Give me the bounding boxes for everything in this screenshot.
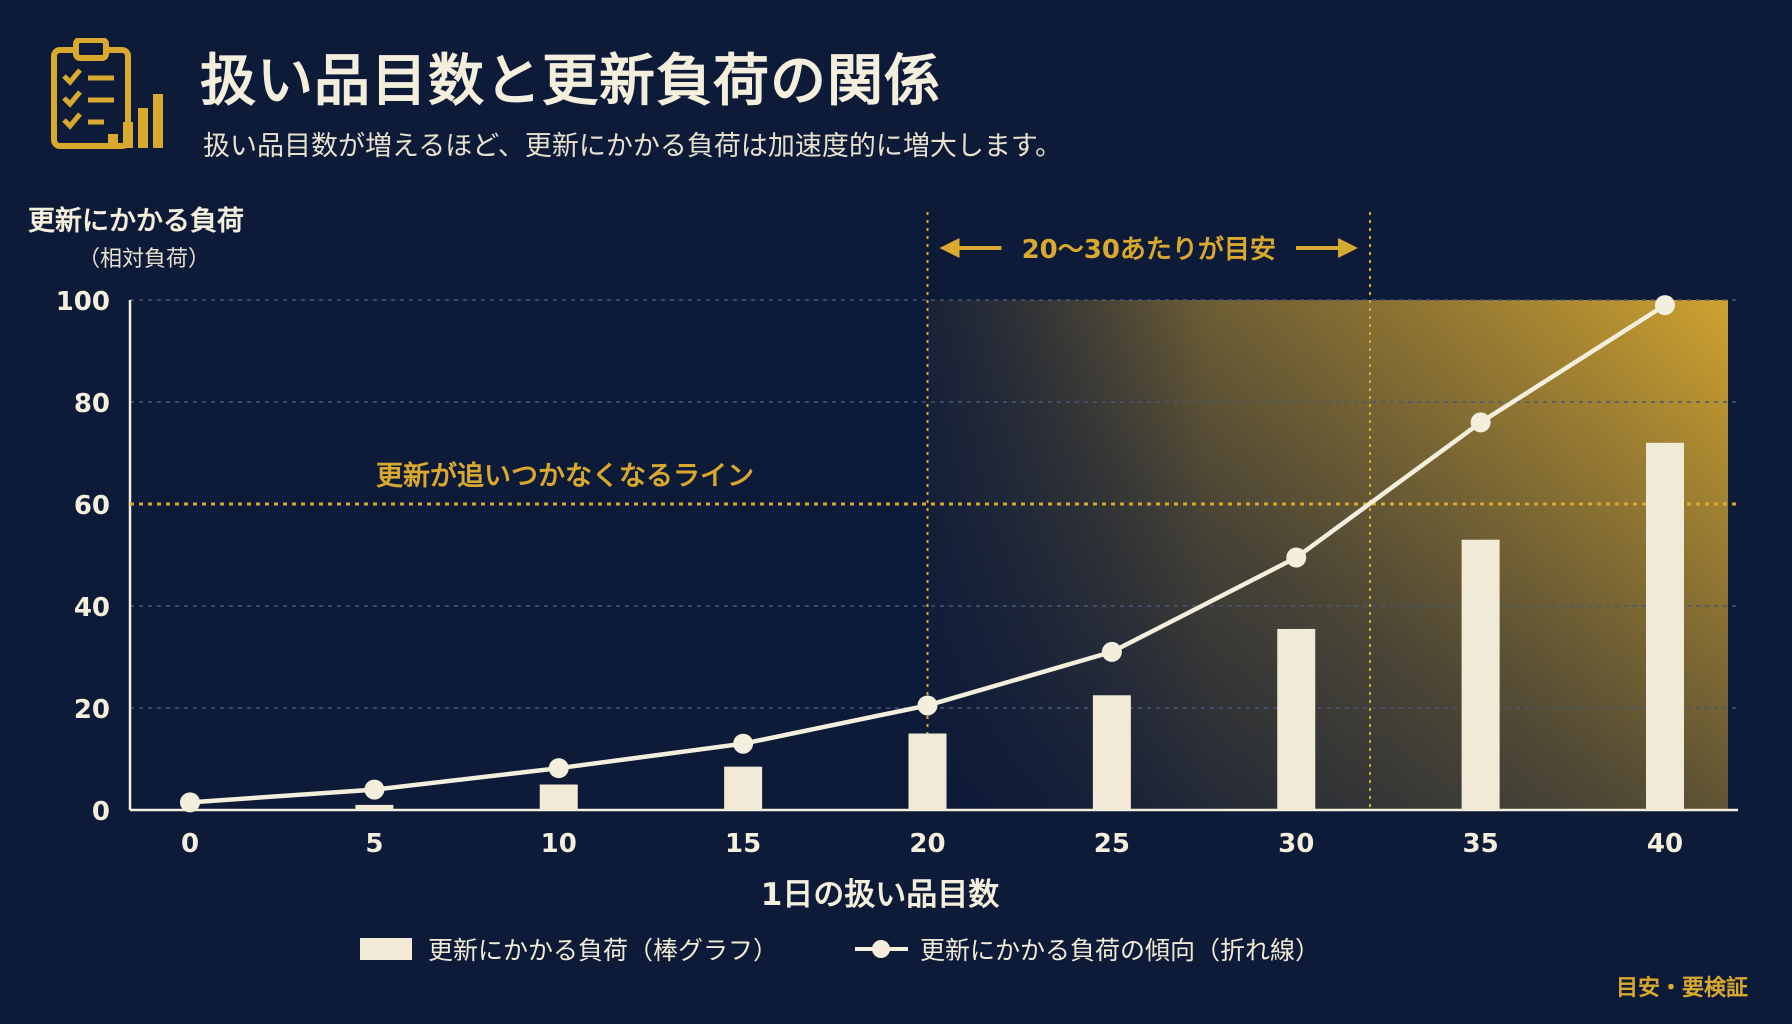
clipboard-chart-icon [51, 38, 163, 149]
trend-point-x35 [1470, 412, 1491, 433]
x-tick-label-25: 25 [1094, 829, 1130, 859]
y-tick-label-0: 0 [92, 797, 110, 827]
trend-point-x20 [917, 695, 938, 716]
target-area-fade [927, 300, 1728, 810]
y-axis-subtitle: （相対負荷） [78, 247, 210, 272]
range-arrow-right-head [1338, 238, 1358, 258]
bar-x25 [1092, 695, 1131, 810]
target-range-label: 20〜30あたりが目安 [1022, 234, 1276, 265]
bar-x20 [908, 733, 947, 810]
range-arrow-left-head [939, 238, 960, 258]
trend-point-x0 [180, 792, 200, 813]
legend-line-label: 更新にかかる負荷の傾向（折れ線） [920, 936, 1320, 965]
bar-x5 [355, 804, 394, 810]
page-subtitle: 扱い品目数が増えるほど、更新にかかる負荷は加速度的に増大します。 [203, 131, 1063, 162]
x-tick-label-35: 35 [1463, 829, 1499, 859]
x-tick-label-40: 40 [1647, 829, 1683, 859]
x-tick-label-15: 15 [725, 829, 761, 859]
bar-x40 [1646, 442, 1684, 810]
bar-x35 [1461, 539, 1500, 810]
footnote: 目安・要検証 [1615, 976, 1748, 1001]
x-tick-label-10: 10 [541, 829, 577, 859]
x-axis-title: 1日の扱い品目数 [761, 877, 1000, 913]
y-axis-title: 更新にかかる負荷 [28, 205, 244, 237]
bar-x30 [1277, 628, 1316, 810]
y-tick-label-100: 100 [56, 287, 110, 317]
trend-point-x40 [1655, 295, 1675, 316]
y-tick-label-20: 20 [74, 695, 110, 725]
trend-point-x15 [733, 733, 754, 754]
x-tick-label-30: 30 [1278, 829, 1314, 859]
trend-point-x25 [1101, 641, 1122, 662]
legend-bar-label: 更新にかかる負荷（棒グラフ） [428, 936, 778, 965]
page-title: 扱い品目数と更新負荷の関係 [200, 49, 941, 114]
x-tick-label-20: 20 [909, 829, 945, 859]
y-tick-label-40: 40 [74, 593, 110, 623]
threshold-label: 更新が追いつかなくなるライン [376, 460, 754, 492]
trend-point-x5 [364, 779, 385, 800]
y-tick-label-60: 60 [74, 491, 110, 521]
x-tick-label-5: 5 [365, 829, 383, 859]
y-tick-label-80: 80 [74, 389, 110, 419]
x-tick-label-0: 0 [181, 829, 199, 859]
legend-line-marker [872, 940, 890, 958]
bar-x15 [724, 766, 763, 810]
legend-bar-swatch [360, 938, 412, 960]
bar-x10 [539, 784, 578, 810]
trend-point-x10 [548, 758, 569, 779]
trend-point-x30 [1286, 547, 1307, 568]
